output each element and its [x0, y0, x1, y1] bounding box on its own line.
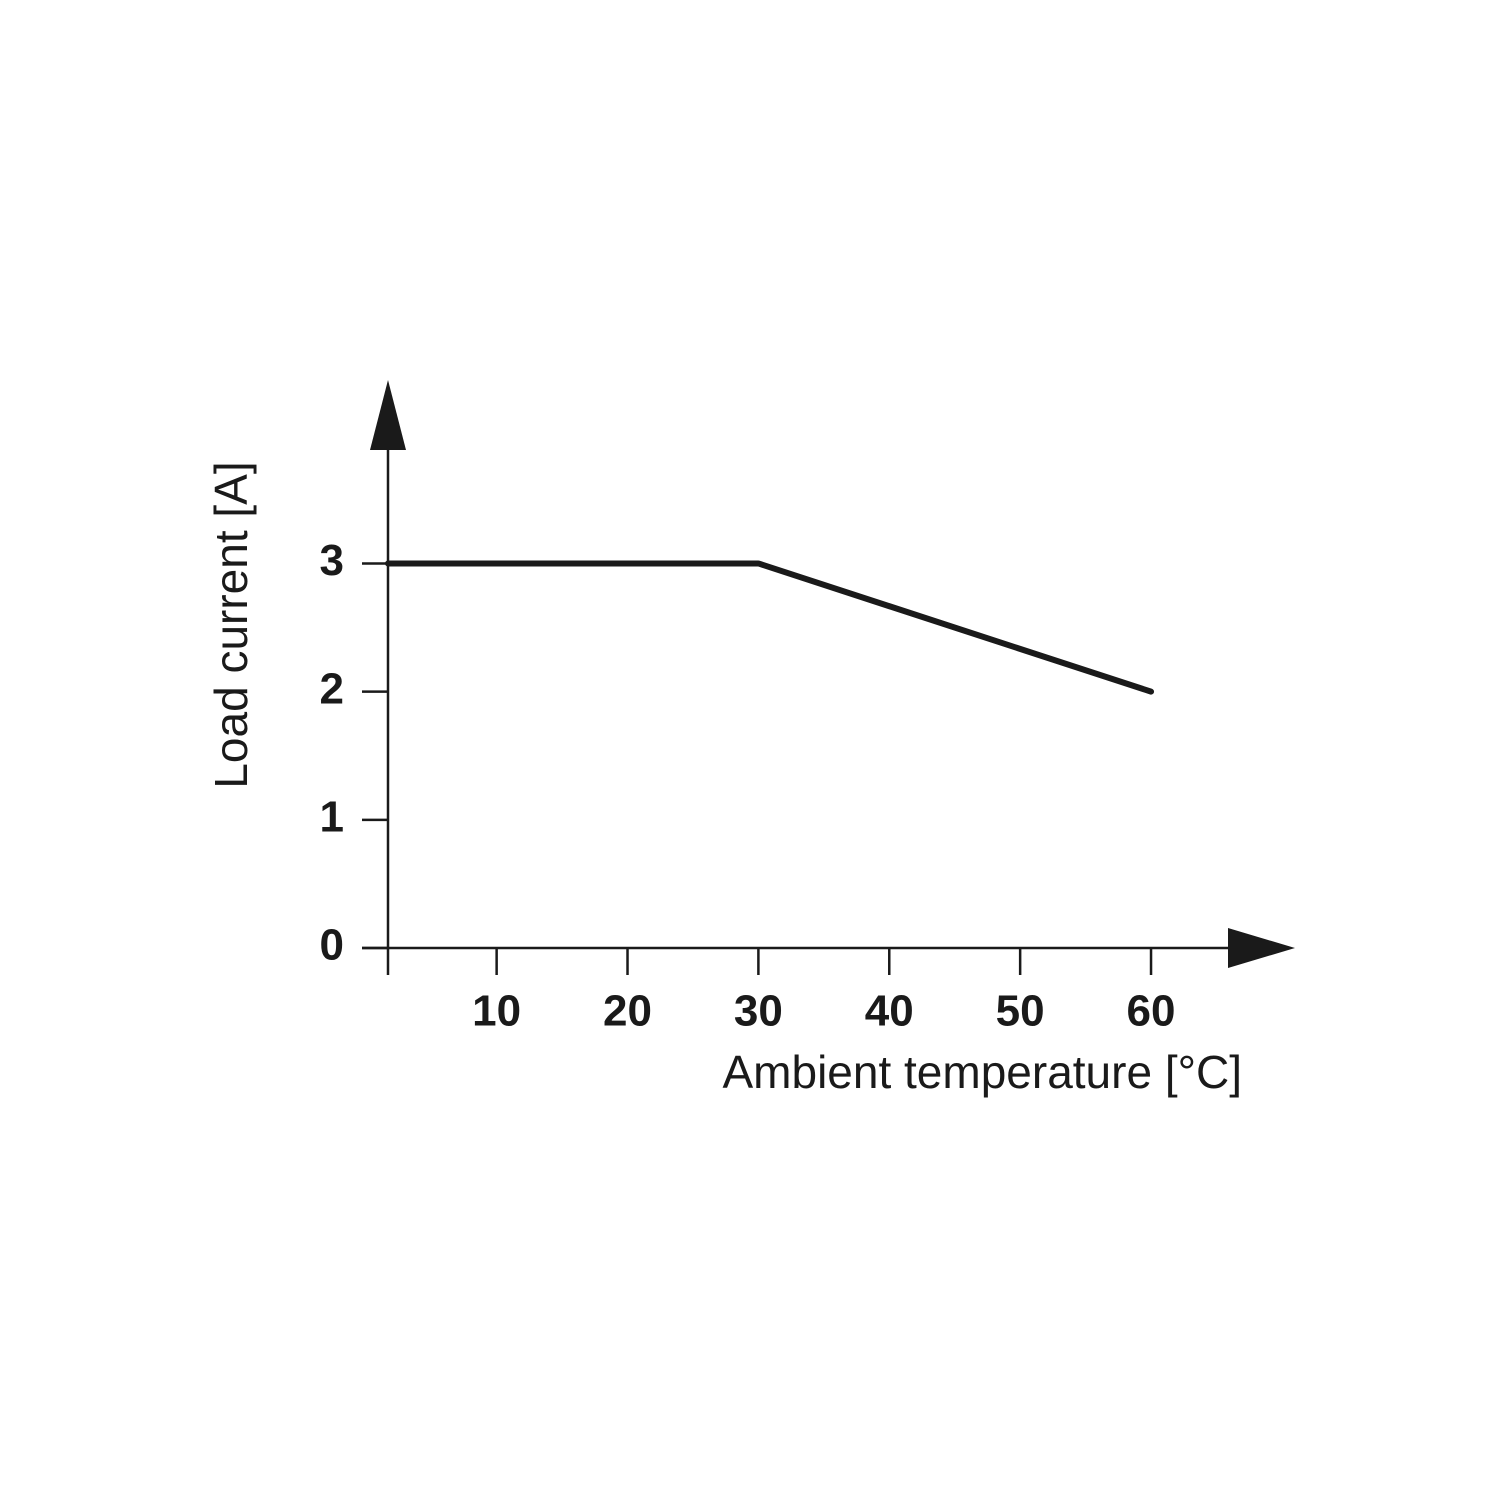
x-tick-label: 30	[734, 987, 783, 1036]
x-tick-label: 10	[472, 987, 521, 1036]
x-tick-label: 60	[1127, 987, 1176, 1036]
x-axis-title: Ambient temperature [°C]	[723, 1046, 1243, 1098]
y-tick-label: 3	[320, 536, 344, 585]
y-axis-arrow	[370, 380, 406, 450]
x-tick-label: 40	[865, 987, 914, 1036]
y-tick-label: 2	[320, 664, 344, 713]
y-tick-label: 1	[320, 792, 344, 841]
x-tick-label: 20	[603, 987, 652, 1036]
y-tick-label: 0	[320, 921, 344, 970]
x-tick-label: 50	[996, 987, 1045, 1036]
x-axis-arrow	[1228, 928, 1295, 968]
y-axis-title: Load current [A]	[205, 461, 257, 788]
data-line	[385, 560, 1155, 695]
